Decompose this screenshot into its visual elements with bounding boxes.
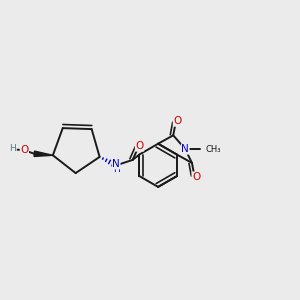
Text: O: O (20, 145, 28, 155)
Text: O: O (135, 141, 144, 151)
Text: N: N (112, 159, 120, 169)
Text: H: H (10, 145, 16, 154)
Text: O: O (173, 116, 181, 126)
Text: O: O (192, 172, 200, 182)
Polygon shape (34, 151, 53, 157)
Text: H: H (113, 165, 120, 174)
Text: CH₃: CH₃ (205, 145, 220, 154)
Text: N: N (182, 144, 189, 154)
